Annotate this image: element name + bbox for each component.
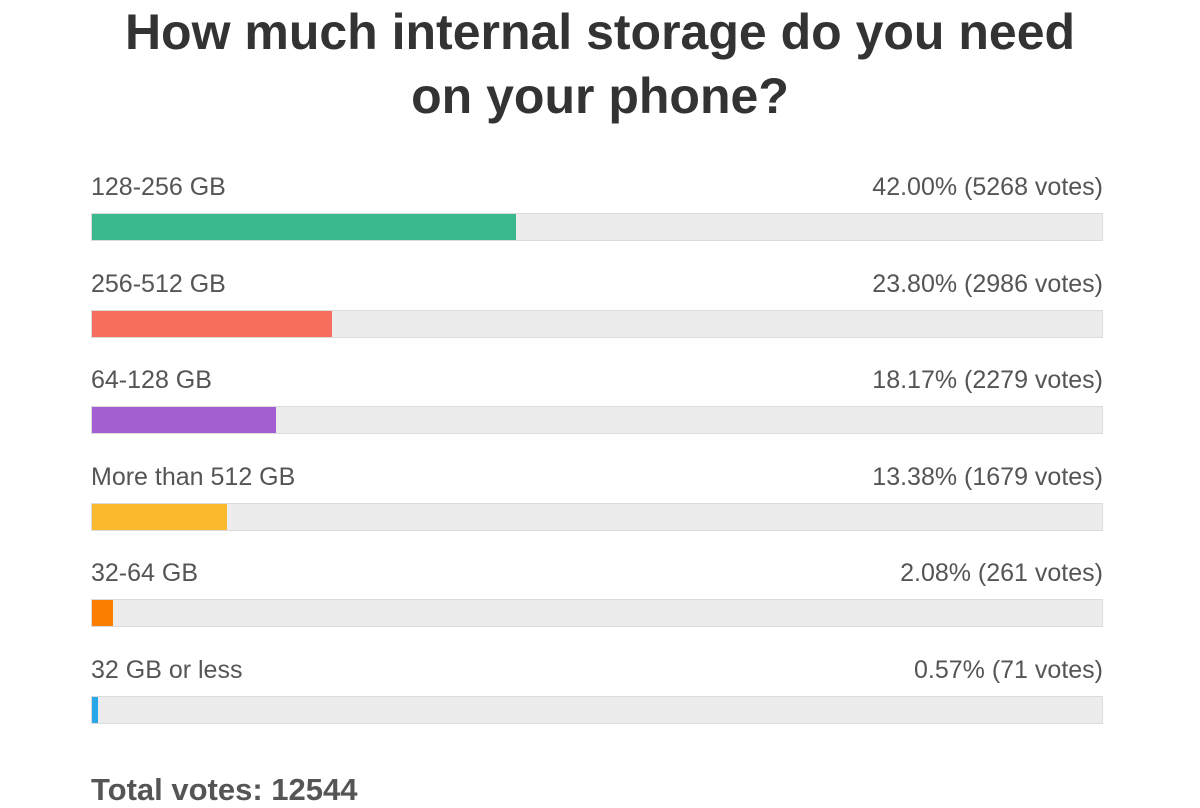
bar xyxy=(92,600,113,626)
bar-track xyxy=(91,502,1103,531)
bar xyxy=(92,310,333,337)
bar-track xyxy=(91,695,1103,724)
total-votes: Total votes: 12544 xyxy=(91,772,358,807)
option-label: 32 GB or less xyxy=(91,655,243,684)
result-label: 13.38% (1679 votes) xyxy=(872,462,1103,491)
bar-track xyxy=(91,599,1103,627)
option-label: More than 512 GB xyxy=(91,462,296,491)
option-label: 128-256 GB xyxy=(91,173,226,201)
bar-track xyxy=(91,309,1103,338)
option-label: 256-512 GB xyxy=(91,269,226,298)
result-label: 18.17% (2279 votes) xyxy=(872,366,1103,394)
bar xyxy=(92,696,98,723)
option-label: 64-128 GB xyxy=(91,366,212,394)
poll-title: How much internal storage do you need on… xyxy=(124,4,1076,124)
result-label: 2.08% (261 votes) xyxy=(900,559,1103,587)
bar-track xyxy=(91,406,1103,434)
result-label: 23.80% (2986 votes) xyxy=(872,269,1103,298)
result-label: 0.57% (71 votes) xyxy=(914,655,1103,684)
bar xyxy=(92,407,276,433)
bar xyxy=(92,214,517,240)
bar xyxy=(92,503,228,530)
result-label: 42.00% (5268 votes) xyxy=(872,173,1103,201)
bar-track xyxy=(91,213,1103,241)
option-label: 32-64 GB xyxy=(91,559,199,587)
